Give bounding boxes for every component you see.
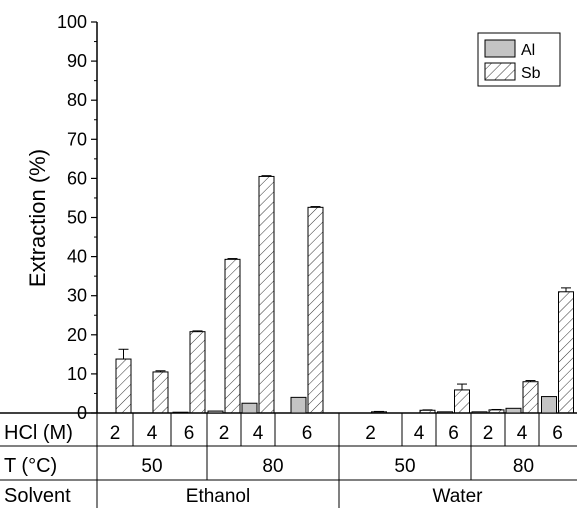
solvent-row-label: Solvent [4, 485, 71, 507]
y-tick-label: 90 [67, 51, 87, 71]
bar-sb [115, 358, 132, 414]
y-tick-label: 60 [67, 168, 87, 188]
temp-row-label: T (°C) [4, 455, 57, 477]
y-tick-label: 100 [57, 12, 87, 32]
y-tick-label: 0 [77, 403, 87, 423]
bar-sb [454, 389, 470, 414]
bar-sb [152, 371, 169, 414]
hcl-cell: 4 [517, 423, 528, 444]
condition-table: HCl (M) T (°C) Solvent 2 4 6 2 4 6 2 4 6 2 4 6 50 80 5… [4, 413, 563, 508]
bar-al [471, 411, 488, 414]
solvent-cell: Water [433, 486, 484, 507]
bar-al [541, 396, 557, 414]
bar-al [437, 411, 453, 414]
legend-swatch-al [484, 39, 516, 58]
bar-al [172, 411, 189, 414]
bar-sb [488, 409, 505, 414]
bars [115, 175, 574, 414]
bar-al [505, 407, 522, 414]
temp-cell: 50 [394, 456, 415, 477]
y-tick-label: 30 [67, 286, 87, 306]
hcl-cell: 2 [365, 423, 376, 444]
hcl-cell: 2 [110, 423, 121, 444]
bar-sb [258, 175, 275, 414]
y-tick-label: 50 [67, 208, 87, 228]
legend-swatch-sb [484, 62, 516, 81]
hcl-cell: 6 [552, 423, 563, 444]
bar-sb [371, 411, 387, 414]
y-tick-label: 10 [67, 364, 87, 384]
hcl-cell: 2 [219, 423, 230, 444]
solvent-cell: Ethanol [186, 486, 250, 507]
y-tick-label: 20 [67, 325, 87, 345]
bar-al [290, 396, 307, 414]
hcl-cell: 6 [448, 423, 459, 444]
y-tick-label: 40 [67, 247, 87, 267]
bar-al [241, 402, 258, 414]
bar-sb [224, 258, 241, 414]
hcl-cell: 6 [302, 423, 313, 444]
hcl-cell: 2 [483, 423, 494, 444]
y-axis: 0 10 20 30 40 50 60 70 80 90 100 [57, 12, 97, 423]
hcl-row-label: HCl (M) [4, 422, 73, 444]
temp-cell: 50 [141, 456, 162, 477]
bar-sb [558, 291, 574, 414]
y-axis-title: Extraction (%) [25, 149, 50, 287]
temp-cell: 80 [262, 456, 283, 477]
temp-cell: 80 [513, 456, 534, 477]
hcl-cell: 4 [253, 423, 264, 444]
legend-label-al: Al [521, 42, 535, 59]
legend: Al Sb [477, 32, 561, 87]
bar-sb [419, 409, 436, 414]
bar-sb [307, 206, 324, 414]
bar-sb [522, 381, 539, 414]
hcl-cell: 4 [414, 423, 425, 444]
bar-al [207, 410, 224, 414]
legend-label-sb: Sb [521, 65, 541, 82]
hcl-cell: 6 [184, 423, 195, 444]
bar-sb [189, 331, 206, 414]
hcl-cell: 4 [147, 423, 158, 444]
y-tick-label: 80 [67, 90, 87, 110]
y-tick-label: 70 [67, 129, 87, 149]
